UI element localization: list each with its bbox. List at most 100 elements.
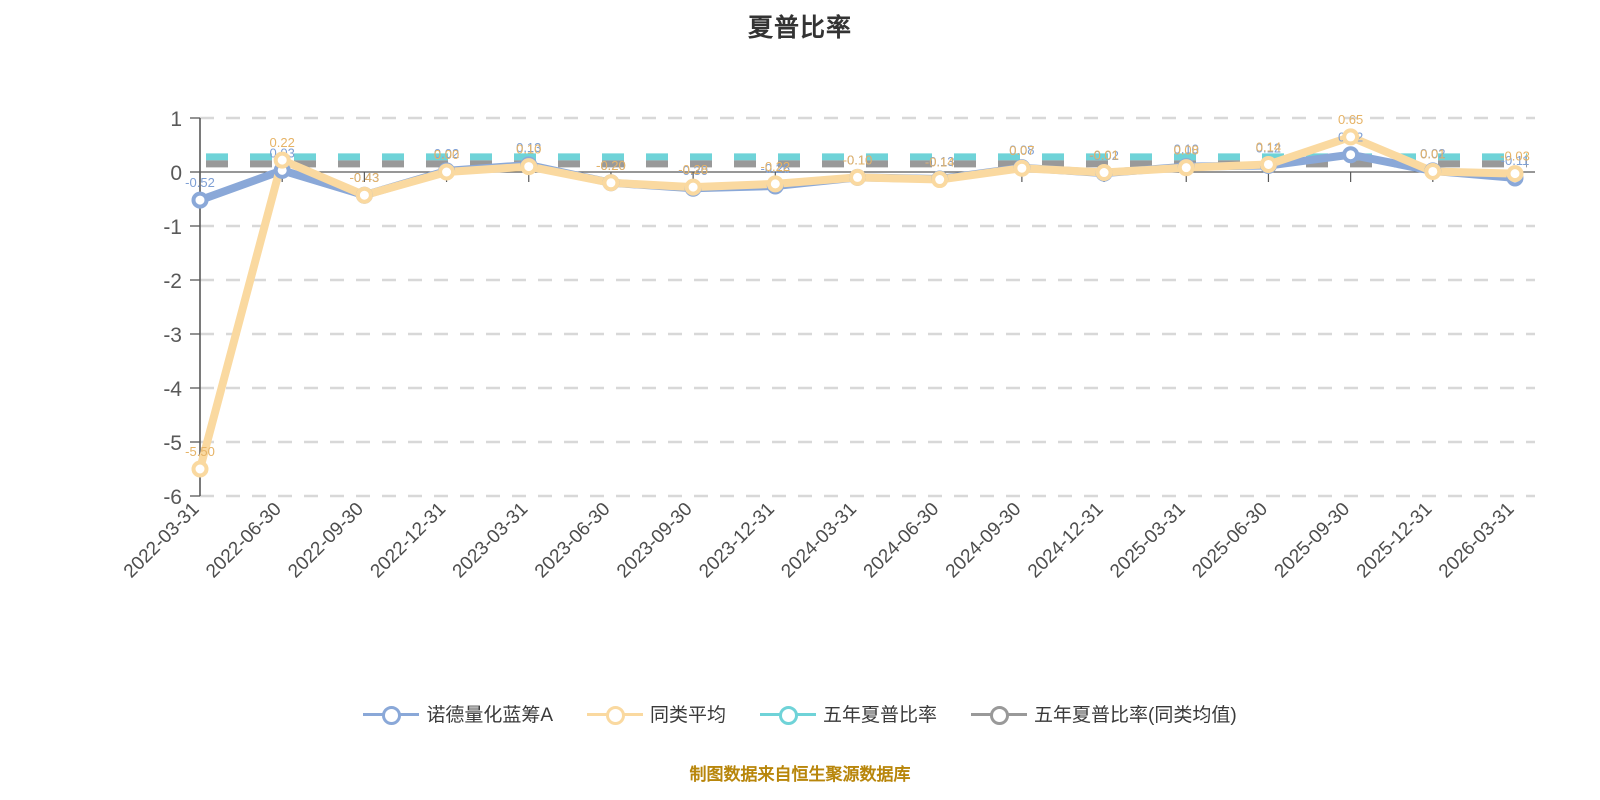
y-axis-tick-label: -1 bbox=[163, 216, 182, 239]
x-axis-tick-label-group: 2024-12-31 bbox=[1024, 499, 1108, 583]
series-point-marker[interactable] bbox=[931, 171, 949, 189]
series-point-label: -0.22 bbox=[760, 159, 790, 174]
series-point-label: -0.01 bbox=[1089, 148, 1119, 163]
x-axis-tick-label: 2023-06-30 bbox=[531, 499, 615, 583]
series-point-label: 0.10 bbox=[516, 142, 541, 157]
series-point-marker[interactable] bbox=[1177, 159, 1195, 177]
series-point-marker[interactable] bbox=[766, 175, 784, 193]
x-axis-tick-label-group: 2023-03-31 bbox=[449, 499, 533, 583]
legend-item-label: 同类平均 bbox=[650, 705, 727, 726]
series-point-marker[interactable] bbox=[1259, 155, 1277, 173]
series-point-label: -0.20 bbox=[596, 158, 626, 173]
series-point-marker[interactable] bbox=[1506, 165, 1524, 183]
series-point-marker[interactable] bbox=[602, 174, 620, 192]
x-axis-tick-label-group: 2025-09-30 bbox=[1271, 499, 1355, 583]
series-point-marker[interactable] bbox=[849, 168, 866, 186]
x-axis-tick-label: 2023-12-31 bbox=[695, 499, 779, 583]
series-point-label: 0.02 bbox=[434, 146, 459, 161]
x-axis-tick-label-group: 2023-12-31 bbox=[695, 499, 779, 583]
series-point-label: 0.10 bbox=[1174, 142, 1199, 157]
series-point-label: 0.22 bbox=[270, 135, 295, 150]
x-axis-tick-label: 2024-09-30 bbox=[942, 499, 1026, 583]
x-axis-tick-label: 2022-03-31 bbox=[120, 499, 204, 583]
x-axis-tick-label-group: 2022-06-30 bbox=[202, 499, 286, 583]
x-axis-tick-label: 2022-09-30 bbox=[284, 499, 368, 583]
series-point-label: -0.30 bbox=[678, 163, 708, 178]
series-point-label: -0.43 bbox=[350, 170, 380, 185]
legend-item-3[interactable]: 五年夏普比率(同类均值) bbox=[971, 700, 1237, 727]
legend-marker-icon bbox=[971, 703, 1028, 725]
x-axis-tick-label-group: 2023-06-30 bbox=[531, 499, 615, 583]
series-point-label: 0.08 bbox=[1009, 143, 1034, 158]
series-point-label: 0.02 bbox=[1420, 146, 1445, 161]
series-point-marker[interactable] bbox=[1342, 146, 1360, 164]
series-point-label: 0.08 bbox=[1174, 143, 1199, 158]
x-axis-tick-label-group: 2025-12-31 bbox=[1353, 499, 1437, 583]
series-point-label: -0.10 bbox=[843, 152, 873, 167]
series-point-marker[interactable] bbox=[1095, 164, 1113, 182]
legend-item-label: 五年夏普比率 bbox=[823, 705, 938, 726]
series-point-marker[interactable] bbox=[1342, 128, 1360, 146]
x-axis-tick-label: 2023-09-30 bbox=[613, 499, 697, 583]
series-point-label: -0.02 bbox=[1089, 148, 1119, 163]
y-axis-tick-label: 1 bbox=[170, 108, 182, 131]
series-point-marker[interactable] bbox=[273, 151, 291, 169]
y-axis-tick-label: -5 bbox=[163, 432, 182, 455]
series-point-label: -0.52 bbox=[185, 175, 215, 190]
legend-marker-icon bbox=[363, 703, 420, 725]
series-point-label: 0.01 bbox=[1420, 146, 1445, 161]
series-point-label: -0.26 bbox=[760, 161, 790, 176]
series-line bbox=[196, 132, 1519, 473]
series-point-marker[interactable] bbox=[191, 460, 209, 478]
legend-marker-icon bbox=[760, 703, 817, 725]
legend-dot-swatch bbox=[382, 705, 402, 725]
data-source-note: 制图数据来自恒生聚源数据库 bbox=[689, 765, 911, 784]
series-point-label: -0.14 bbox=[925, 155, 955, 170]
series-point-marker[interactable] bbox=[191, 191, 209, 209]
y-axis-tick-label: -3 bbox=[163, 324, 182, 347]
series-point-label: -0.10 bbox=[843, 152, 873, 167]
series-point-marker[interactable] bbox=[355, 186, 373, 204]
series-point-marker[interactable] bbox=[438, 163, 456, 181]
x-axis-tick-label: 2025-09-30 bbox=[1271, 499, 1355, 583]
x-axis-tick-label: 2024-12-31 bbox=[1024, 499, 1108, 583]
legend-item-0[interactable]: 诺德量化蓝筹A bbox=[363, 700, 553, 727]
y-axis-tick-label: 0 bbox=[170, 162, 182, 185]
x-axis-tick-label-group: 2025-06-30 bbox=[1188, 499, 1272, 583]
series-point-marker[interactable] bbox=[1013, 159, 1031, 177]
x-axis-tick-label-group: 2023-09-30 bbox=[613, 499, 697, 583]
x-axis-tick-label-group: 2025-03-31 bbox=[1106, 499, 1190, 583]
chart-legend: 诺德量化蓝筹A 同类平均 五年夏普比率 五年夏普比率(同类均值) bbox=[0, 700, 1600, 727]
series-point-label: 0.65 bbox=[1338, 112, 1363, 127]
x-axis-tick-label: 2026-03-31 bbox=[1435, 499, 1519, 583]
x-axis-tick-label-group: 2024-09-30 bbox=[942, 499, 1026, 583]
page-title: 夏普比率 bbox=[747, 14, 852, 42]
series-point-label: 0.12 bbox=[1256, 141, 1281, 156]
legend-item-label: 五年夏普比率(同类均值) bbox=[1034, 705, 1237, 726]
y-axis-tick-label: -2 bbox=[163, 270, 182, 293]
x-axis-tick-label-group: 2022-12-31 bbox=[367, 499, 451, 583]
series-point-marker[interactable] bbox=[1424, 162, 1442, 180]
chart-plot-area: 1 0 -1 -2 -3 -4 -5 -62022-03-312022-06-302022-0… bbox=[120, 108, 1535, 583]
series-point-label: -0.11 bbox=[1501, 153, 1530, 168]
series-point-marker[interactable] bbox=[684, 178, 702, 196]
series-point-marker[interactable] bbox=[520, 158, 538, 176]
series-point-label: -0.13 bbox=[925, 154, 955, 169]
x-axis-tick-label: 2022-06-30 bbox=[202, 499, 286, 583]
legend-item-label: 诺德量化蓝筹A bbox=[426, 705, 553, 726]
series-point-label: 0.07 bbox=[1009, 143, 1034, 158]
legend-item-1[interactable]: 同类平均 bbox=[587, 700, 726, 727]
legend-dot-swatch bbox=[990, 705, 1010, 725]
x-axis-tick-label: 2025-12-31 bbox=[1353, 499, 1437, 583]
x-axis-tick-label-group: 2024-03-31 bbox=[777, 499, 861, 583]
x-axis-tick-label: 2024-06-30 bbox=[860, 499, 944, 583]
legend-item-2[interactable]: 五年夏普比率 bbox=[760, 700, 937, 727]
series-point-label: -0.20 bbox=[596, 158, 626, 173]
x-axis-tick-label-group: 2026-03-31 bbox=[1435, 499, 1519, 583]
x-axis-tick-label: 2023-03-31 bbox=[449, 499, 533, 583]
x-axis-tick-label: 2024-03-31 bbox=[777, 499, 861, 583]
series-point-label: -5.50 bbox=[185, 444, 215, 459]
series-point-label: 0.13 bbox=[516, 140, 541, 155]
series-point-label: 0.14 bbox=[1256, 139, 1281, 154]
